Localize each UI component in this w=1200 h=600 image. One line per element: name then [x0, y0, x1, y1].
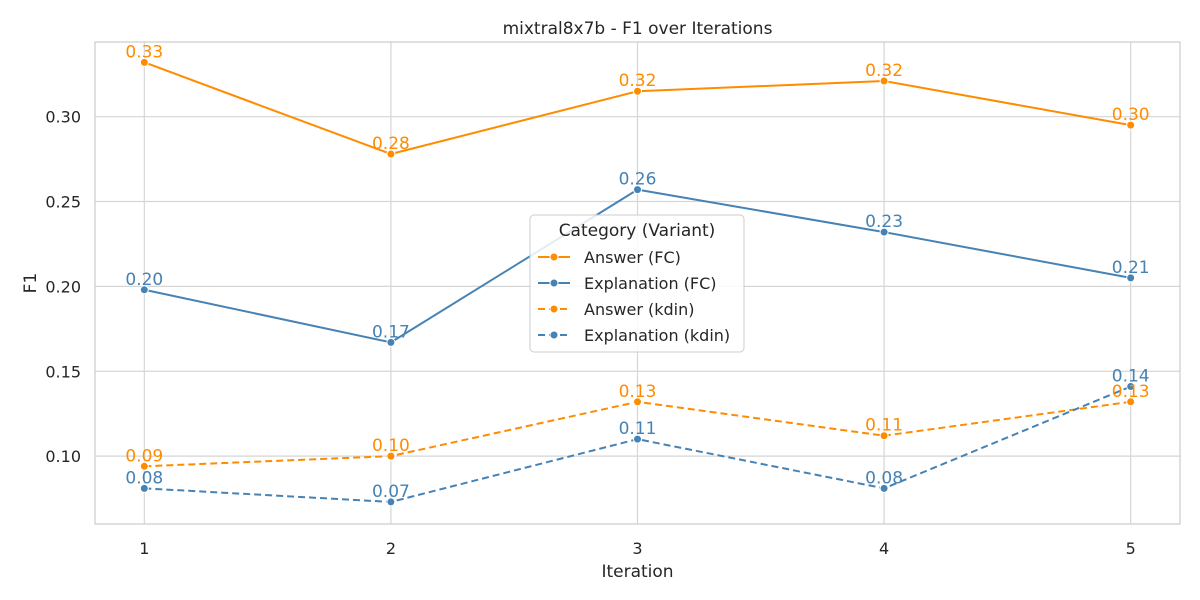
data-point [633, 86, 642, 96]
data-label: 0.13 [619, 382, 657, 402]
data-point [139, 461, 149, 471]
legend-item: Answer (kdin) [538, 300, 695, 319]
data-label: 0.21 [1112, 258, 1150, 278]
data-label: 0.30 [1112, 105, 1150, 125]
y-axis-label: F1 [21, 273, 41, 294]
legend-title: Category (Variant) [559, 221, 716, 241]
data-label: 0.26 [619, 170, 657, 190]
data-label: 0.32 [865, 61, 903, 81]
data-label: 0.33 [125, 42, 163, 62]
series-4 [139, 382, 1136, 507]
series-1 [139, 57, 1136, 159]
data-label: 0.20 [125, 270, 163, 290]
data-label: 0.13 [1112, 382, 1150, 402]
plot-frame [94, 41, 1181, 525]
data-label: 0.08 [125, 468, 163, 488]
series-2 [139, 185, 1136, 347]
data-point [633, 434, 642, 444]
x-tick-label: 5 [1126, 539, 1136, 558]
x-tick-label: 2 [386, 539, 396, 558]
data-point [386, 451, 396, 461]
data-point [139, 285, 149, 295]
legend-box [529, 214, 745, 353]
legend-marker [549, 304, 559, 314]
y-tick-label: 0.15 [45, 362, 81, 381]
data-point [633, 185, 642, 195]
data-point [139, 483, 149, 493]
data-point [1126, 382, 1136, 392]
y-tick-label: 0.25 [45, 193, 81, 212]
legend-item: Explanation (FC) [538, 274, 717, 293]
legend-marker [549, 252, 559, 262]
chart-title: mixtral8x7b - F1 over Iterations [503, 19, 773, 39]
data-point [879, 483, 889, 493]
data-point [386, 497, 396, 507]
y-tick-label: 0.10 [45, 447, 81, 466]
tick-labels: 1 2 3 4 5 0.10 0.15 0.20 0.25 0.30 [45, 108, 1135, 558]
data-label: 0.23 [865, 212, 903, 232]
data-point [879, 76, 889, 86]
data-point [1126, 397, 1136, 407]
data-label: 0.11 [865, 416, 903, 436]
x-tick-label: 1 [139, 539, 149, 558]
legend-label: Answer (kdin) [584, 300, 695, 319]
data-point [386, 149, 396, 159]
data-label: 0.09 [125, 446, 163, 466]
data-point [633, 397, 642, 407]
legend-marker [549, 330, 559, 340]
legend-label: Explanation (kdin) [584, 326, 730, 345]
data-label: 0.17 [372, 322, 410, 342]
data-labels: 0.33 0.28 0.32 0.32 0.30 0.20 0.17 0.26 0.23 0.21… [125, 42, 1149, 502]
data-point [386, 337, 396, 347]
data-label: 0.07 [372, 482, 410, 502]
series-3 [139, 397, 1136, 471]
legend-marker [549, 278, 559, 288]
legend-item: Answer (FC) [538, 248, 681, 267]
legend-items: Answer (FC) Explanation (FC) Answer (kdin)… [538, 248, 730, 345]
data-point [879, 431, 889, 441]
y-tick-label: 0.20 [45, 277, 81, 296]
data-label: 0.11 [619, 419, 657, 439]
legend-item: Explanation (kdin) [538, 326, 730, 345]
series-layer [139, 57, 1136, 507]
data-point [139, 57, 149, 67]
data-point [1126, 120, 1136, 130]
x-axis-label: Iteration [601, 562, 673, 582]
data-label: 0.28 [372, 134, 410, 154]
data-label: 0.32 [619, 71, 657, 91]
x-tick-label: 3 [632, 539, 642, 558]
y-tick-label: 0.30 [45, 108, 81, 127]
legend-label: Explanation (FC) [584, 274, 717, 293]
legend-label: Answer (FC) [584, 248, 681, 267]
x-tick-label: 4 [879, 539, 889, 558]
data-label: 0.14 [1112, 367, 1150, 387]
data-point [879, 227, 889, 237]
data-label: 0.08 [865, 468, 903, 488]
legend: Category (Variant) Answer (FC) Explanatio… [529, 214, 745, 353]
data-label: 0.10 [372, 436, 410, 456]
data-point [1126, 273, 1136, 283]
